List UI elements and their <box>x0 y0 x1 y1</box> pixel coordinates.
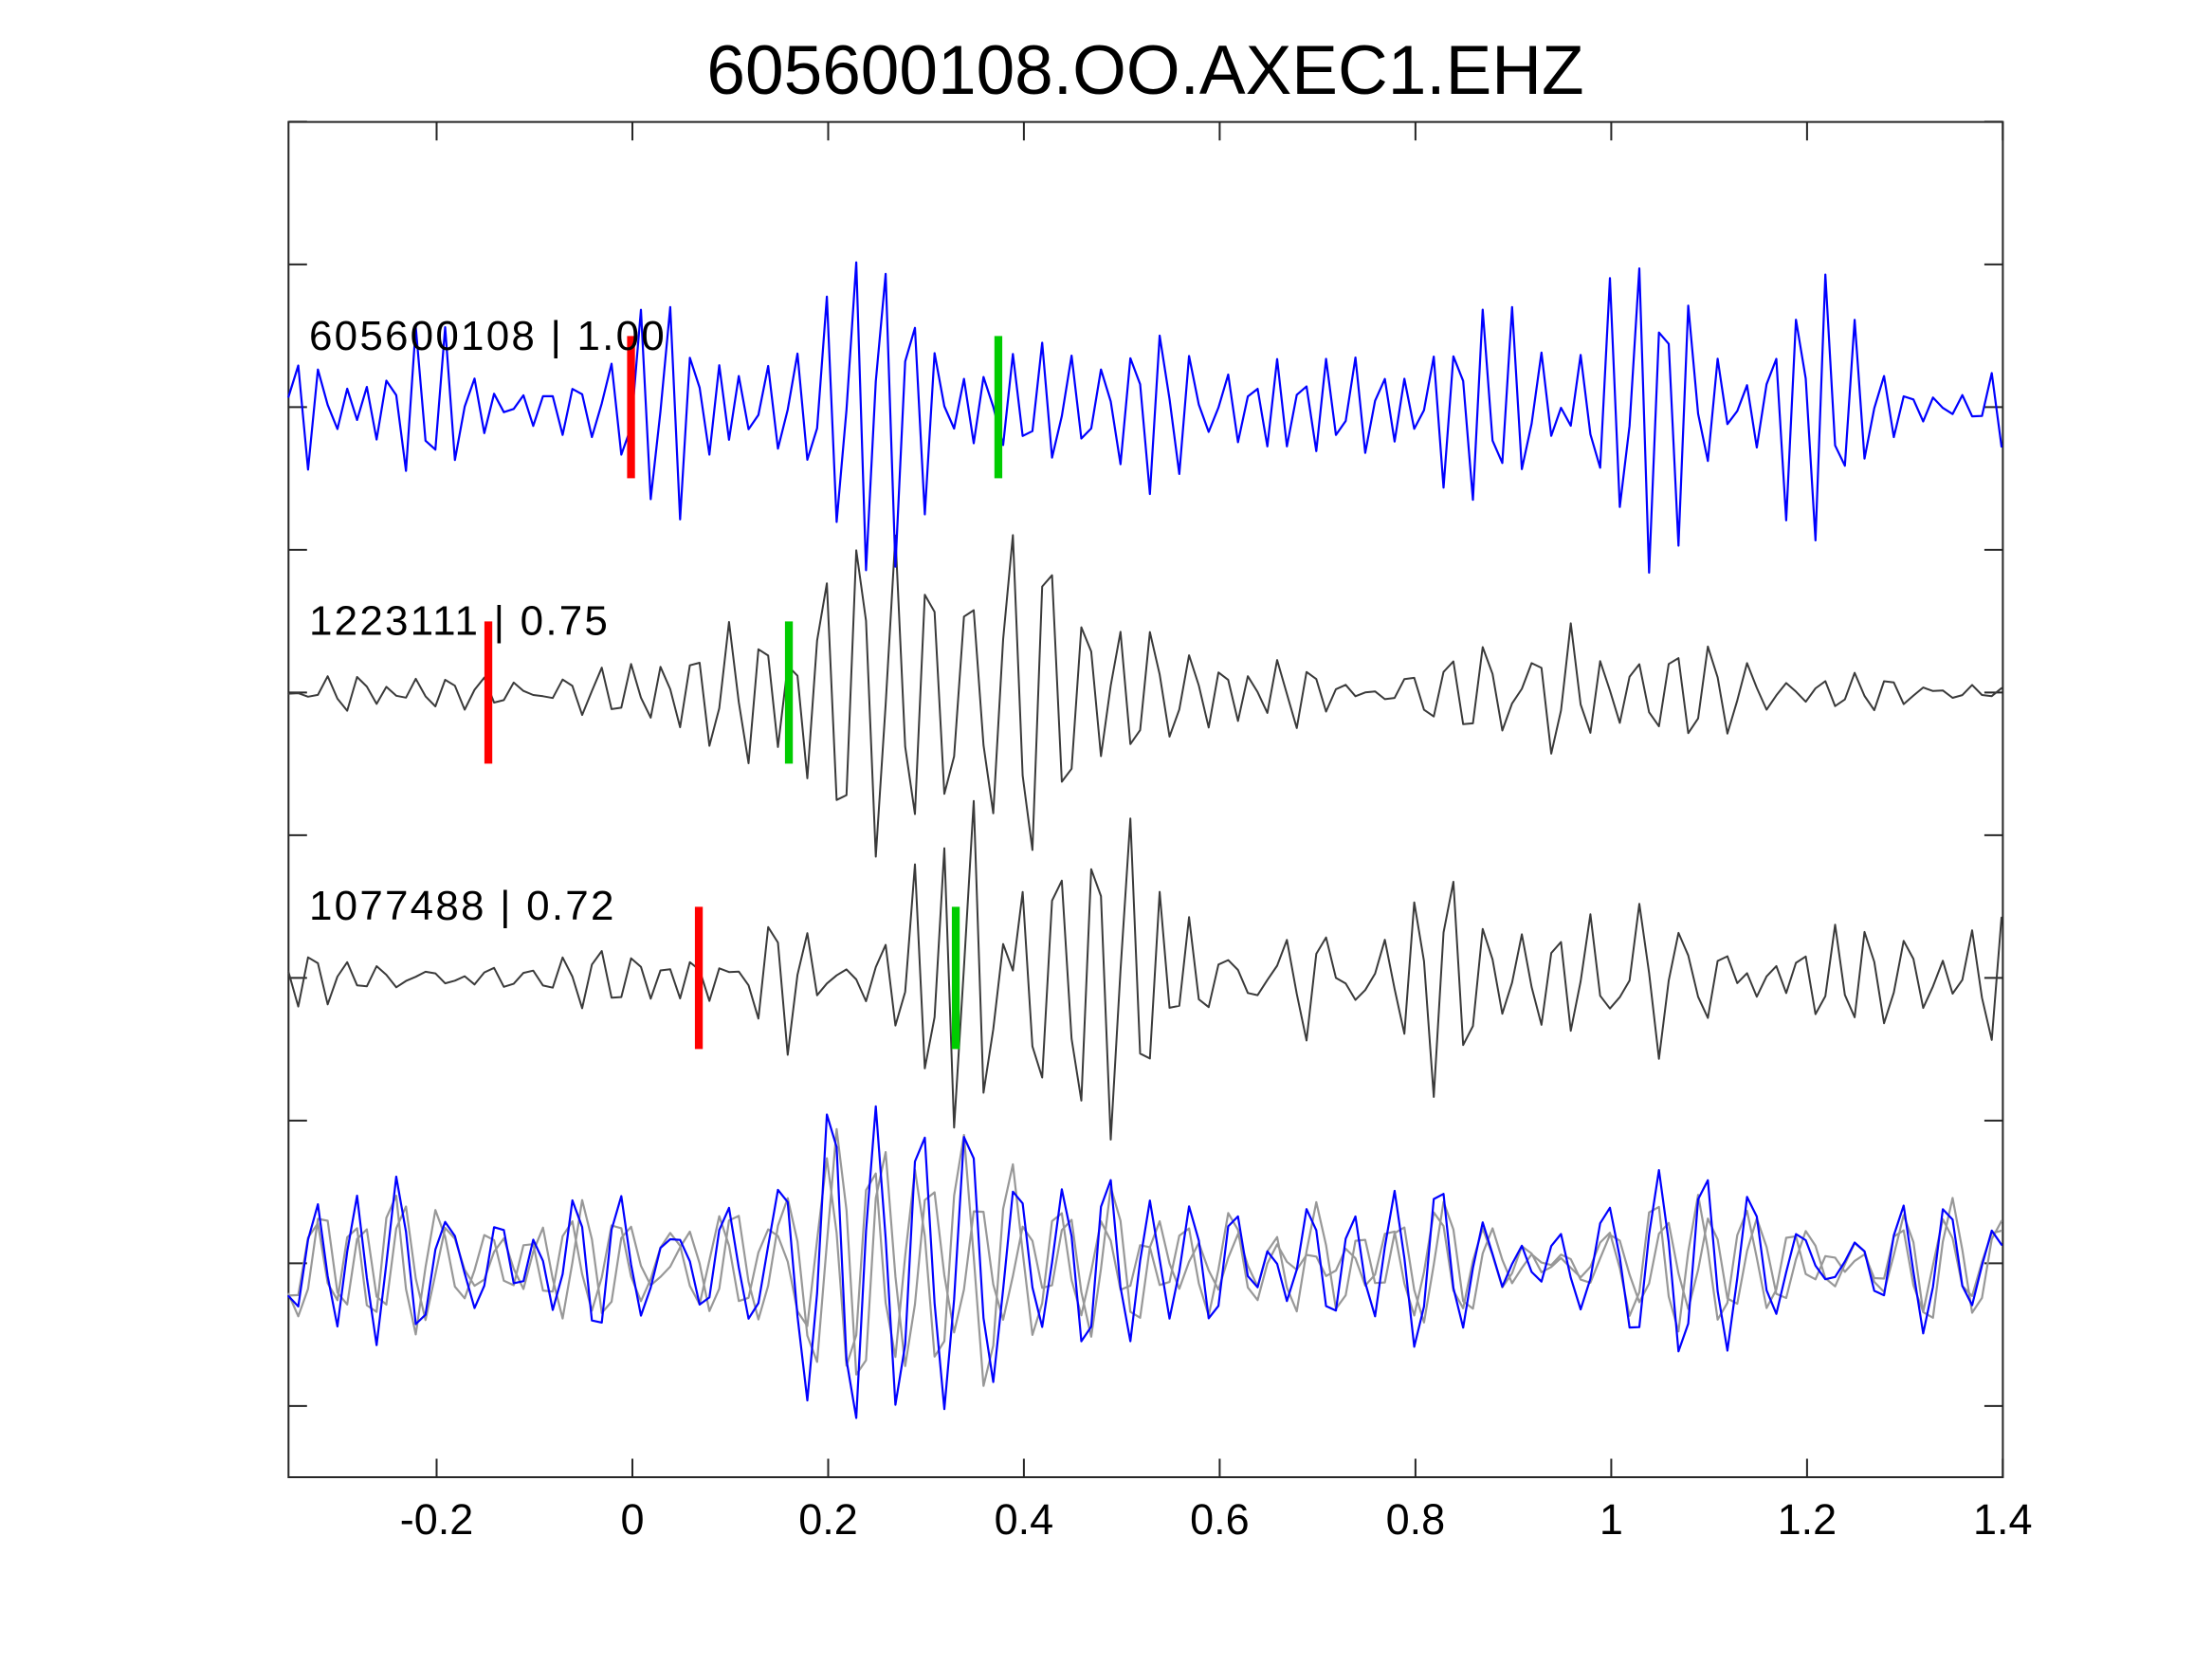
svg-text:-0.2: -0.2 <box>400 1495 474 1544</box>
svg-text:1223111 | 0.75: 1223111 | 0.75 <box>309 598 610 645</box>
svg-text:0.8: 0.8 <box>1386 1495 1446 1544</box>
svg-text:0.6: 0.6 <box>1190 1495 1250 1544</box>
svg-text:605600108 | 1.00: 605600108 | 1.00 <box>309 313 667 359</box>
svg-text:0: 0 <box>620 1495 644 1544</box>
svg-text:1: 1 <box>1600 1495 1623 1544</box>
svg-text:1.2: 1.2 <box>1778 1495 1837 1544</box>
svg-text:1077488 | 0.72: 1077488 | 0.72 <box>309 883 616 929</box>
svg-text:605600108.OO.AXEC1.EHZ: 605600108.OO.AXEC1.EHZ <box>706 32 1583 109</box>
svg-text:0.4: 0.4 <box>995 1495 1054 1544</box>
svg-text:0.2: 0.2 <box>798 1495 858 1544</box>
svg-text:1.4: 1.4 <box>1973 1495 2033 1544</box>
